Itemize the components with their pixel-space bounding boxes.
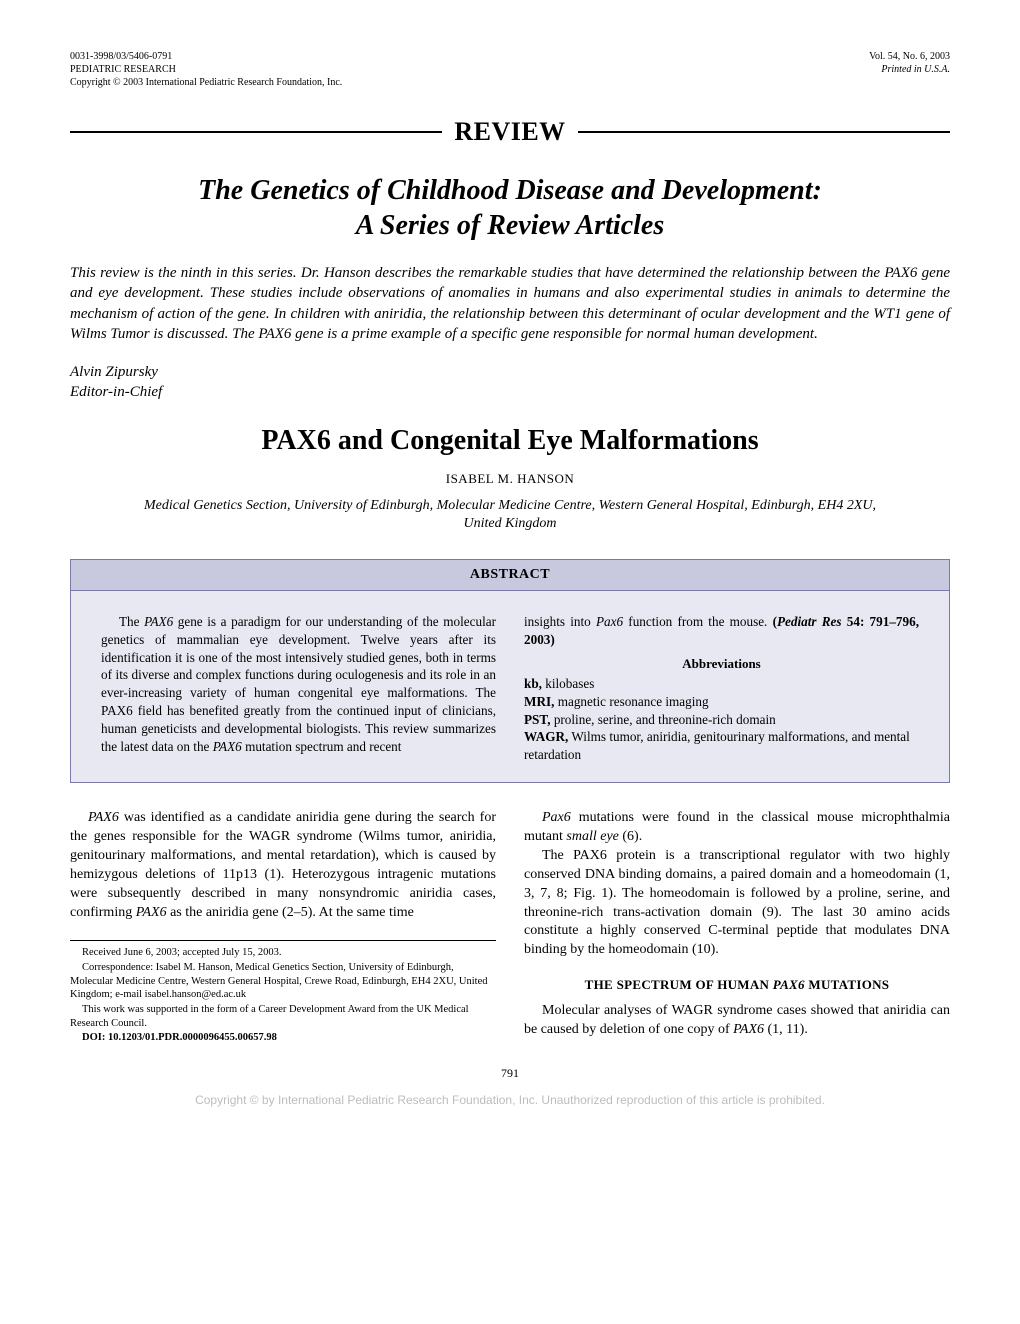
abbrev-pst-term: PST, bbox=[524, 712, 551, 727]
abbrev-mri-term: MRI, bbox=[524, 694, 554, 709]
body-right-p1: Pax6 mutations were found in the classic… bbox=[524, 809, 950, 847]
abbrev-wagr: WAGR, Wilms tumor, aniridia, genitourina… bbox=[524, 728, 919, 764]
abbrev-kb-term: kb, bbox=[524, 676, 542, 691]
abbrev-kb-def: kilobases bbox=[542, 676, 594, 691]
series-title-line2: A Series of Review Articles bbox=[70, 208, 950, 243]
abbrev-mri: MRI, magnetic resonance imaging bbox=[524, 693, 919, 711]
body-columns: PAX6 was identified as a candidate aniri… bbox=[70, 809, 950, 1046]
author-name: ISABEL M. HANSON bbox=[70, 471, 950, 487]
header-left: 0031-3998/03/5406-0791 PEDIATRIC RESEARC… bbox=[70, 50, 342, 89]
editor-role: Editor-in-Chief bbox=[70, 382, 950, 402]
body-left-p1: PAX6 was identified as a candidate aniri… bbox=[70, 809, 496, 922]
abbreviations-heading: Abbreviations bbox=[524, 655, 919, 673]
footnote-funding: This work was supported in the form of a… bbox=[70, 1003, 496, 1030]
series-intro: This review is the ninth in this series.… bbox=[70, 263, 950, 344]
journal-name: PEDIATRIC RESEARCH bbox=[70, 63, 342, 76]
abstract-left-col: The PAX6 gene is a paradigm for our unde… bbox=[101, 613, 496, 764]
body-right-p3: Molecular analyses of WAGR syndrome case… bbox=[524, 1002, 950, 1040]
abstract-right-top: insights into Pax6 function from the mou… bbox=[524, 613, 919, 649]
rule-right bbox=[578, 131, 950, 133]
body-right-col: Pax6 mutations were found in the classic… bbox=[524, 809, 950, 1046]
rule-left bbox=[70, 131, 442, 133]
copyright-line: Copyright © 2003 International Pediatric… bbox=[70, 76, 342, 89]
abbrev-wagr-term: WAGR, bbox=[524, 729, 568, 744]
printed-line: Printed in U.S.A. bbox=[869, 63, 950, 76]
page: 0031-3998/03/5406-0791 PEDIATRIC RESEARC… bbox=[0, 0, 1020, 1137]
page-number: 791 bbox=[70, 1066, 950, 1081]
abstract-body: The PAX6 gene is a paradigm for our unde… bbox=[71, 591, 949, 782]
abstract-left-text: The PAX6 gene is a paradigm for our unde… bbox=[101, 613, 496, 756]
abbrev-pst-def: proline, serine, and threonine-rich doma… bbox=[551, 712, 776, 727]
series-title: The Genetics of Childhood Disease and De… bbox=[70, 173, 950, 243]
header-right: Vol. 54, No. 6, 2003 Printed in U.S.A. bbox=[869, 50, 950, 89]
editor-block: Alvin Zipursky Editor-in-Chief bbox=[70, 362, 950, 403]
series-title-line1: The Genetics of Childhood Disease and De… bbox=[70, 173, 950, 208]
body-left-col: PAX6 was identified as a candidate aniri… bbox=[70, 809, 496, 1046]
footnote-received: Received June 6, 2003; accepted July 15,… bbox=[70, 946, 496, 960]
review-banner: REVIEW bbox=[70, 117, 950, 147]
abbrev-kb: kb, kilobases bbox=[524, 675, 919, 693]
footnote-correspondence: Correspondence: Isabel M. Hanson, Medica… bbox=[70, 961, 496, 1002]
abstract-right-col: insights into Pax6 function from the mou… bbox=[524, 613, 919, 764]
running-header: 0031-3998/03/5406-0791 PEDIATRIC RESEARC… bbox=[70, 50, 950, 89]
abbrev-pst: PST, proline, serine, and threonine-rich… bbox=[524, 711, 919, 729]
footnotes: Received June 6, 2003; accepted July 15,… bbox=[70, 940, 496, 1044]
volume-line: Vol. 54, No. 6, 2003 bbox=[869, 50, 950, 63]
author-affiliation: Medical Genetics Section, University of … bbox=[125, 497, 895, 533]
footnote-doi: DOI: 10.1203/01.PDR.0000096455.00657.98 bbox=[70, 1031, 496, 1045]
article-title: PAX6 and Congenital Eye Malformations bbox=[70, 425, 950, 457]
review-label: REVIEW bbox=[442, 117, 577, 147]
abbrev-mri-def: magnetic resonance imaging bbox=[554, 694, 708, 709]
issn-line: 0031-3998/03/5406-0791 bbox=[70, 50, 342, 63]
abbrev-wagr-def: Wilms tumor, aniridia, genitourinary mal… bbox=[524, 729, 910, 762]
body-right-p2: The PAX6 protein is a transcriptional re… bbox=[524, 847, 950, 960]
section-heading-spectrum: THE SPECTRUM OF HUMAN PAX6 MUTATIONS bbox=[524, 976, 950, 994]
editor-name: Alvin Zipursky bbox=[70, 362, 950, 382]
abstract-box: ABSTRACT The PAX6 gene is a paradigm for… bbox=[70, 559, 950, 783]
copyright-footer: Copyright © by International Pediatric R… bbox=[70, 1093, 950, 1107]
abstract-heading: ABSTRACT bbox=[71, 560, 949, 591]
